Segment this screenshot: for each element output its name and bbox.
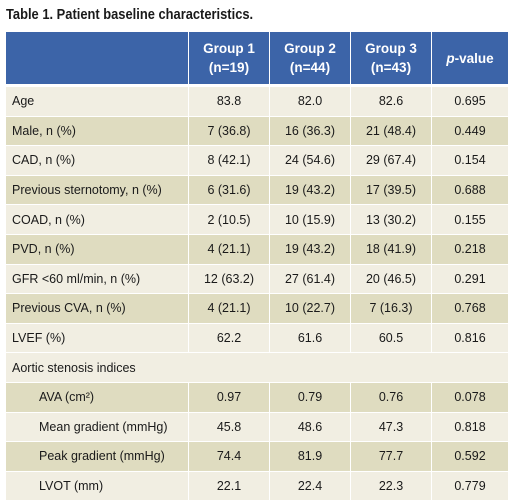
- group3-value: 29 (67.4): [350, 145, 432, 176]
- table-row: COAD, n (%) 2 (10.5) 10 (15.9) 13 (30.2) 0.1…: [5, 204, 509, 235]
- row-label: LVEF (%): [5, 322, 189, 354]
- p-value: 0.291: [431, 263, 509, 295]
- p-value: 0.695: [431, 85, 509, 117]
- group1-value: 22.1: [188, 470, 270, 501]
- group2-value: 48.6: [269, 411, 351, 443]
- baseline-characteristics-table: Group 1 (n=19) Group 2 (n=44) Group 3 (n…: [5, 31, 509, 501]
- group1-value: 7 (36.8): [188, 115, 270, 147]
- group2-value: 10 (15.9): [269, 204, 351, 235]
- table-row: AVA (cm²) 0.97 0.79 0.76 0.078: [5, 381, 509, 413]
- header-group1-n: (n=19): [208, 60, 250, 75]
- p-value: 0.688: [431, 174, 509, 206]
- table-row: Peak gradient (mmHg) 74.4 81.9 77.7 0.592: [5, 441, 509, 472]
- group1-value: 45.8: [188, 411, 270, 443]
- group3-value: 21 (48.4): [350, 115, 432, 147]
- row-label: AVA (cm²): [5, 381, 189, 413]
- group1-value: 8 (42.1): [188, 145, 270, 176]
- p-value: 0.449: [431, 115, 509, 147]
- row-label: LVOT (mm): [5, 470, 189, 501]
- group1-value: 4 (21.1): [188, 233, 270, 265]
- group3-value: 77.7: [350, 441, 432, 472]
- p-value: 0.155: [431, 204, 509, 235]
- group2-value: 61.6: [269, 322, 351, 354]
- p-value: 0.768: [431, 293, 509, 324]
- group3-value: 22.3: [350, 470, 432, 501]
- group1-value: 12 (63.2): [188, 263, 270, 295]
- row-label: Age: [5, 85, 189, 117]
- row-label: COAD, n (%): [5, 204, 189, 235]
- header-group1-name: Group 1: [203, 41, 255, 56]
- header-corner-cell: [5, 31, 189, 87]
- table-row: Mean gradient (mmHg) 45.8 48.6 47.3 0.818: [5, 411, 509, 443]
- group3-value: 47.3: [350, 411, 432, 443]
- section-row: Aortic stenosis indices: [5, 352, 509, 383]
- p-value: 0.592: [431, 441, 509, 472]
- group1-value: 83.8: [188, 85, 270, 117]
- row-label: GFR <60 ml/min, n (%): [5, 263, 189, 295]
- group1-value: 62.2: [188, 322, 270, 354]
- group2-value: 19 (43.2): [269, 233, 351, 265]
- table-row: Previous CVA, n (%) 4 (21.1) 10 (22.7) 7 (1…: [5, 293, 509, 324]
- row-label: PVD, n (%): [5, 233, 189, 265]
- group2-value: 19 (43.2): [269, 174, 351, 206]
- group2-value: 81.9: [269, 441, 351, 472]
- table-row: Previous sternotomy, n (%) 6 (31.6) 19 (43…: [5, 174, 509, 206]
- row-label: CAD, n (%): [5, 145, 189, 176]
- table-row: Male, n (%) 7 (36.8) 16 (36.3) 21 (48.4) 0.4…: [5, 115, 509, 147]
- header-group1: Group 1 (n=19): [188, 31, 270, 87]
- table-row: LVOT (mm) 22.1 22.4 22.3 0.779: [5, 470, 509, 501]
- group2-value: 27 (61.4): [269, 263, 351, 295]
- p-value: 0.078: [431, 381, 509, 413]
- group3-value: 0.76: [350, 381, 432, 413]
- table-row: PVD, n (%) 4 (21.1) 19 (43.2) 18 (41.9) 0.21…: [5, 233, 509, 265]
- p-value: 0.154: [431, 145, 509, 176]
- header-group2-n: (n=44): [289, 60, 331, 75]
- header-pvalue-rest: -value: [454, 50, 494, 66]
- group3-value: 7 (16.3): [350, 293, 432, 324]
- header-pvalue-italic: p: [446, 50, 455, 66]
- group1-value: 74.4: [188, 441, 270, 472]
- group1-value: 4 (21.1): [188, 293, 270, 324]
- group3-value: 20 (46.5): [350, 263, 432, 295]
- header-group2: Group 2 (n=44): [269, 31, 351, 87]
- row-label: Previous CVA, n (%): [5, 293, 189, 324]
- row-label: Previous sternotomy, n (%): [5, 174, 189, 206]
- header-group2-name: Group 2: [284, 41, 336, 56]
- group2-value: 16 (36.3): [269, 115, 351, 147]
- p-value: 0.779: [431, 470, 509, 501]
- group1-value: 0.97: [188, 381, 270, 413]
- header-pvalue: p-value: [431, 31, 509, 87]
- group1-value: 6 (31.6): [188, 174, 270, 206]
- header-group3-n: (n=43): [370, 60, 412, 75]
- group1-value: 2 (10.5): [188, 204, 270, 235]
- p-value: 0.818: [431, 411, 509, 443]
- group2-value: 82.0: [269, 85, 351, 117]
- group3-value: 82.6: [350, 85, 432, 117]
- group2-value: 0.79: [269, 381, 351, 413]
- row-label: Mean gradient (mmHg): [5, 411, 189, 443]
- row-label: Peak gradient (mmHg): [5, 441, 189, 472]
- p-value: 0.816: [431, 322, 509, 354]
- p-value: 0.218: [431, 233, 509, 265]
- row-label: Male, n (%): [5, 115, 189, 147]
- table-row: LVEF (%) 62.2 61.6 60.5 0.816: [5, 322, 509, 354]
- group3-value: 60.5: [350, 322, 432, 354]
- group3-value: 18 (41.9): [350, 233, 432, 265]
- group2-value: 24 (54.6): [269, 145, 351, 176]
- header-group3: Group 3 (n=43): [350, 31, 432, 87]
- table-row: CAD, n (%) 8 (42.1) 24 (54.6) 29 (67.4) 0.15…: [5, 145, 509, 176]
- group2-value: 10 (22.7): [269, 293, 351, 324]
- group3-value: 13 (30.2): [350, 204, 432, 235]
- table-row: Age 83.8 82.0 82.6 0.695: [5, 85, 509, 117]
- table-header-row: Group 1 (n=19) Group 2 (n=44) Group 3 (n…: [5, 31, 509, 87]
- table-row: GFR <60 ml/min, n (%) 12 (63.2) 27 (61.4) 2…: [5, 263, 509, 295]
- table-title: Table 1. Patient baseline characteristic…: [6, 6, 254, 23]
- section-label: Aortic stenosis indices: [5, 352, 509, 383]
- group2-value: 22.4: [269, 470, 351, 501]
- header-group3-name: Group 3: [365, 41, 417, 56]
- group3-value: 17 (39.5): [350, 174, 432, 206]
